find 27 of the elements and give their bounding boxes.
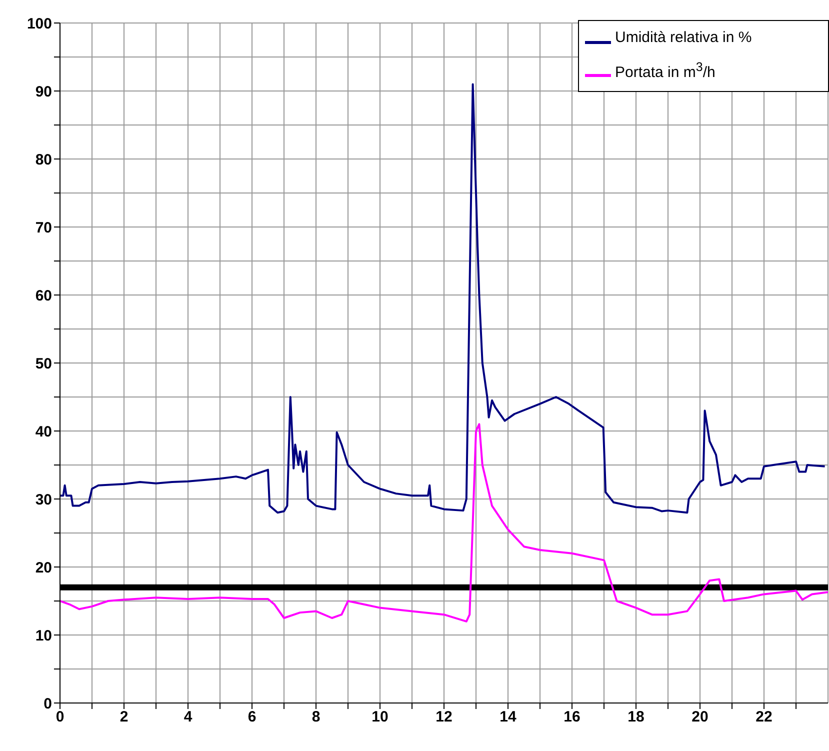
- legend-label: Portata in m$^{3}$/h: [615, 60, 716, 81]
- y-tick-label: 40: [35, 423, 52, 440]
- x-tick-label: 0: [56, 708, 64, 726]
- y-tick-label: 50: [35, 355, 52, 372]
- x-tick-label: 20: [692, 708, 708, 726]
- x-tick-label: 2: [120, 708, 128, 726]
- x-tick-label: 14: [500, 708, 517, 726]
- y-tick-label: 100: [26, 15, 52, 32]
- y-tick-label: 10: [35, 627, 52, 644]
- x-tick-label: 22: [756, 708, 772, 726]
- x-tick-label: 12: [436, 708, 452, 726]
- y-tick-label: 20: [35, 559, 52, 576]
- legend-label: Umidità relativa in %: [615, 29, 752, 46]
- y-tick-label: 30: [35, 491, 52, 508]
- y-tick-label: 0: [44, 695, 52, 712]
- line-series: [60, 83, 826, 514]
- y-tick-label: 60: [35, 287, 52, 304]
- x-tick-label: 6: [248, 708, 256, 726]
- y-tick-label: 80: [35, 151, 52, 168]
- line-series: [60, 423, 828, 622]
- y-tick-label: 70: [35, 219, 52, 236]
- x-tick-label: 8: [312, 708, 320, 726]
- x-tick-label: 10: [372, 708, 388, 726]
- x-tick-label: 16: [564, 708, 580, 726]
- x-tick-label: 18: [628, 708, 644, 726]
- x-tick-label: 4: [184, 708, 193, 726]
- y-tick-label: 90: [35, 83, 52, 100]
